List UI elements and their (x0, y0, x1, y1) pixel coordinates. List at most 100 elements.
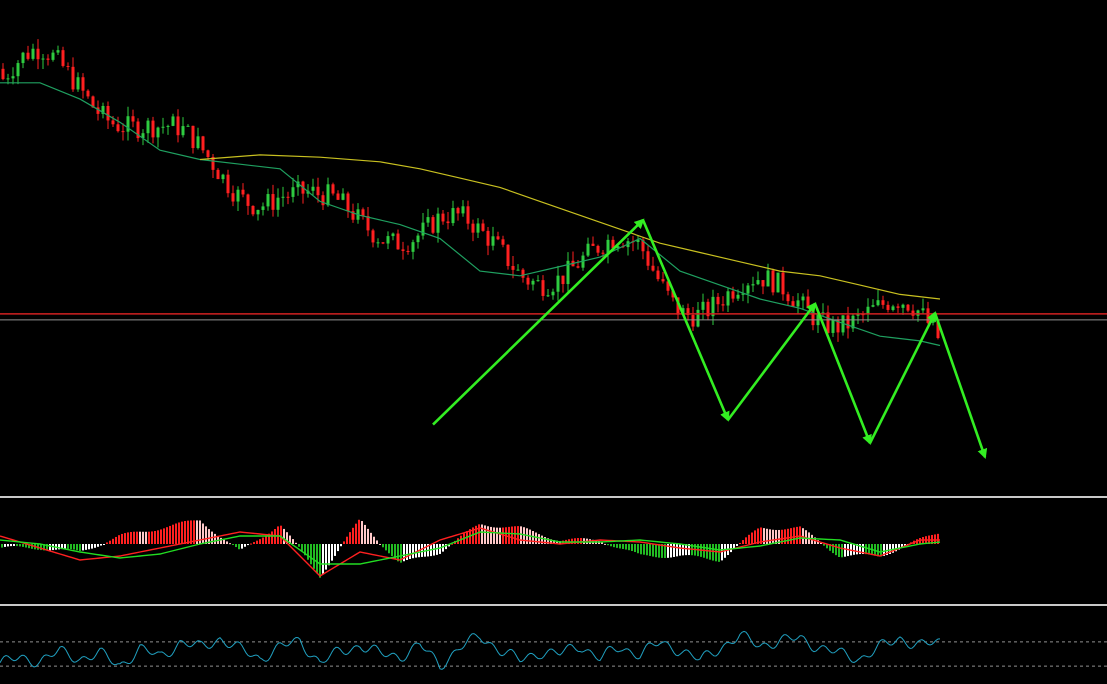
bear-candle (246, 194, 250, 206)
histogram-bar (409, 544, 411, 559)
histogram-bar (73, 544, 75, 550)
histogram-bar (187, 520, 189, 544)
bear-candle (231, 193, 235, 202)
histogram-bar (169, 525, 171, 544)
bull-candle (546, 295, 550, 297)
bear-candle (781, 272, 785, 295)
histogram-bar (130, 531, 132, 544)
bear-candle (496, 236, 500, 240)
histogram-bar (151, 531, 153, 544)
bull-candle (551, 291, 555, 296)
histogram-bar (625, 544, 627, 550)
histogram-bar (166, 527, 168, 544)
histogram-bar (19, 544, 21, 547)
histogram-bar (934, 534, 936, 544)
histogram-bar (184, 521, 186, 544)
bull-candle (76, 77, 80, 90)
histogram-bar (481, 524, 483, 544)
histogram-bar (376, 540, 378, 544)
histogram-bar (109, 540, 111, 544)
histogram-bar (322, 544, 324, 574)
bear-candle (151, 120, 155, 138)
bear-candle (431, 217, 435, 233)
bear-candle (686, 308, 690, 316)
bear-candle (836, 319, 840, 333)
histogram-bar (283, 528, 285, 544)
histogram-bar (784, 529, 786, 544)
bear-candle (86, 90, 90, 97)
histogram-bar (658, 544, 660, 558)
bull-candle (166, 125, 170, 127)
bull-candle (891, 306, 895, 310)
histogram-bar (619, 544, 621, 549)
bear-candle (26, 52, 30, 59)
histogram-bar (85, 544, 87, 550)
histogram-bar (652, 544, 654, 557)
bear-candle (646, 251, 650, 266)
macd-panel (0, 519, 941, 578)
bull-candle (281, 196, 285, 198)
histogram-bar (343, 541, 345, 544)
histogram-bar (712, 544, 714, 561)
bear-candle (561, 275, 565, 285)
histogram-bar (115, 536, 117, 544)
histogram-bar (442, 544, 444, 552)
histogram-bar (313, 544, 315, 569)
oscillator-line (0, 630, 941, 670)
bear-candle (601, 252, 605, 254)
bull-candle (461, 206, 465, 214)
bear-candle (351, 211, 355, 220)
histogram-bar (637, 544, 639, 554)
histogram-bar (604, 543, 606, 545)
histogram-bar (262, 537, 264, 544)
histogram-bar (397, 544, 399, 562)
histogram-bar (229, 543, 231, 545)
bear-candle (896, 306, 900, 308)
histogram-bar (61, 544, 63, 550)
bear-candle (446, 221, 450, 224)
bull-candle (566, 260, 570, 285)
bull-candle (56, 50, 60, 53)
histogram-bar (10, 544, 12, 547)
histogram-bar (160, 529, 162, 544)
histogram-bar (736, 544, 738, 546)
histogram-bar (529, 529, 531, 544)
histogram-bar (190, 520, 192, 544)
bear-candle (791, 301, 795, 307)
histogram-bar (370, 532, 372, 544)
bear-candle (321, 195, 325, 206)
histogram-bar (631, 544, 633, 552)
histogram-bar (709, 544, 711, 560)
histogram-bar (379, 543, 381, 545)
price-panel (0, 39, 1107, 459)
bull-candle (766, 270, 770, 287)
bull-candle (311, 186, 315, 191)
histogram-bar (124, 533, 126, 544)
bear-candle (716, 296, 720, 305)
bear-candle (721, 304, 725, 306)
histogram-bar (265, 535, 267, 544)
histogram-bar (862, 544, 864, 555)
histogram-bar (58, 544, 60, 550)
histogram-bar (391, 544, 393, 557)
histogram-bar (937, 533, 939, 544)
histogram-bar (280, 525, 282, 544)
bear-candle (506, 244, 510, 266)
histogram-bar (715, 544, 717, 562)
histogram-bar (745, 537, 747, 544)
histogram-bar (271, 531, 273, 544)
bull-candle (256, 209, 260, 215)
bull-candle (751, 284, 755, 286)
histogram-bar (334, 544, 336, 556)
histogram-bar (223, 539, 225, 544)
histogram-bar (199, 520, 201, 544)
histogram-bar (97, 544, 99, 547)
histogram-bar (247, 544, 249, 546)
histogram-bar (13, 544, 15, 547)
histogram-bar (499, 527, 501, 544)
bull-candle (141, 133, 145, 139)
bear-candle (406, 250, 410, 252)
bear-candle (881, 300, 885, 305)
histogram-bar (325, 544, 327, 570)
histogram-bar (301, 544, 303, 551)
